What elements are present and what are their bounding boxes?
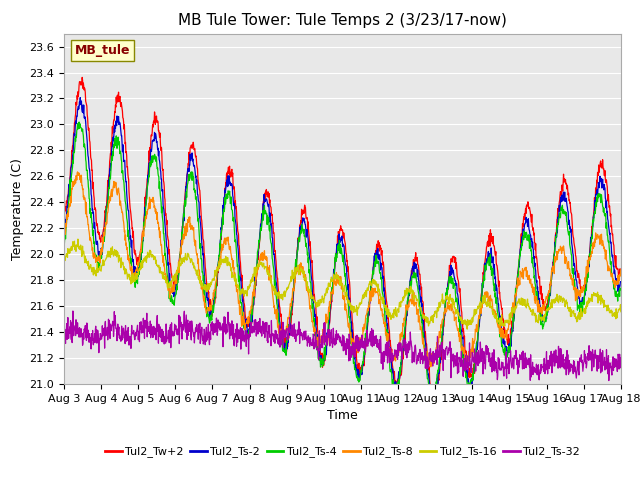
Tul2_Ts-8 [552,259,559,265]
Legend: Tul2_Tw+2, Tul2_Ts-2, Tul2_Ts-4, Tul2_Ts-8, Tul2_Ts-16, Tul2_Ts-32: Tul2_Tw+2, Tul2_Ts-2, Tul2_Ts-4, Tul2_Ts… [100,442,584,462]
Tul2_Ts-16 [74,236,82,242]
Tul2_Ts-4 [184,178,192,183]
Tul2_Ts-4 [60,243,68,249]
Tul2_Ts-16 [171,276,179,281]
Tul2_Ts-8 [429,354,437,360]
Tul2_Ts-32 [429,348,437,354]
Tul2_Ts-16 [502,320,510,325]
Line: Tul2_Ts-8: Tul2_Ts-8 [64,172,621,367]
Tul2_Ts-4 [429,394,437,400]
Tul2_Ts-2 [429,398,437,404]
Tul2_Tw+2 [184,160,192,166]
Tul2_Ts-32 [184,333,192,338]
Tul2_Ts-16 [552,300,559,305]
Tul2_Ts-2 [502,344,510,349]
Tul2_Tw+2 [502,334,510,340]
Tul2_Tw+2 [429,394,436,400]
Line: Tul2_Tw+2: Tul2_Tw+2 [64,77,621,397]
Tul2_Ts-4 [502,350,510,356]
Tul2_Ts-2 [76,95,84,100]
Line: Tul2_Ts-4: Tul2_Ts-4 [64,122,621,401]
Tul2_Ts-16 [246,277,254,283]
Tul2_Ts-32 [617,361,625,367]
Line: Tul2_Ts-16: Tul2_Ts-16 [64,239,621,329]
Tul2_Ts-2 [184,166,192,172]
Tul2_Ts-8 [60,233,68,239]
Tul2_Ts-4 [246,327,254,333]
Tul2_Ts-32 [171,322,179,327]
Tul2_Tw+2 [78,74,86,80]
Tul2_Ts-2 [429,394,437,399]
Tul2_Tw+2 [617,268,625,274]
Line: Tul2_Ts-2: Tul2_Ts-2 [64,97,621,401]
Tul2_Ts-32 [551,360,559,365]
Tul2_Ts-32 [605,378,612,384]
Tul2_Ts-8 [184,218,192,224]
Tul2_Ts-32 [69,308,77,314]
Tul2_Ts-8 [171,284,179,289]
Tul2_Ts-32 [60,331,68,337]
Tul2_Tw+2 [171,282,179,288]
Tul2_Ts-2 [552,243,559,249]
Tul2_Tw+2 [246,327,254,333]
Tul2_Ts-4 [617,287,625,293]
Tul2_Ts-2 [60,223,68,228]
Tul2_Ts-32 [502,349,509,355]
Tul2_Ts-4 [76,119,83,125]
Tul2_Ts-2 [171,291,179,297]
Line: Tul2_Ts-32: Tul2_Ts-32 [64,311,621,381]
Tul2_Ts-16 [60,256,68,262]
Y-axis label: Temperature (C): Temperature (C) [11,158,24,260]
Tul2_Ts-4 [429,398,436,404]
Tul2_Ts-8 [74,169,81,175]
Tul2_Ts-16 [429,320,437,325]
Text: MB_tule: MB_tule [75,44,131,57]
Tul2_Ts-2 [617,279,625,285]
Tul2_Ts-4 [552,241,559,247]
Tul2_Ts-8 [427,364,435,370]
Tul2_Ts-4 [171,297,179,302]
Tul2_Tw+2 [552,232,559,238]
Tul2_Ts-32 [246,330,254,336]
Tul2_Ts-8 [502,333,510,338]
Tul2_Ts-8 [617,267,625,273]
X-axis label: Time: Time [327,409,358,422]
Tul2_Ts-8 [246,311,254,317]
Tul2_Tw+2 [429,389,437,395]
Title: MB Tule Tower: Tule Temps 2 (3/23/17-now): MB Tule Tower: Tule Temps 2 (3/23/17-now… [178,13,507,28]
Tul2_Ts-16 [617,309,625,314]
Tul2_Tw+2 [60,210,68,216]
Tul2_Ts-16 [463,326,471,332]
Tul2_Ts-16 [184,253,192,259]
Tul2_Ts-2 [246,324,254,329]
